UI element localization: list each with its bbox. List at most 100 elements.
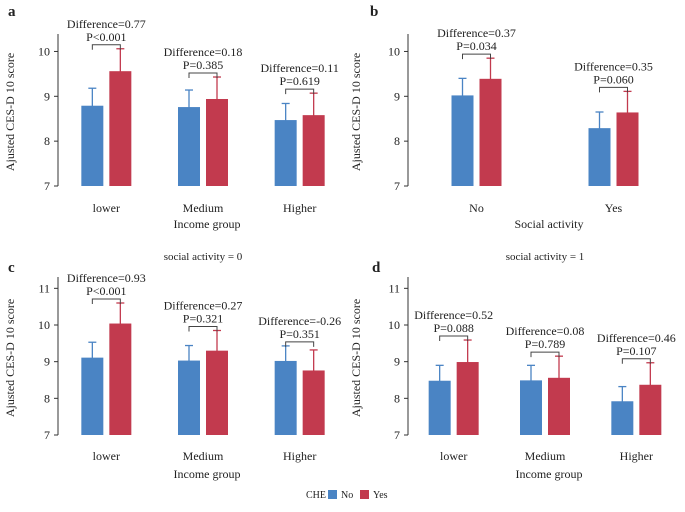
bar-d-1-no [520,380,542,435]
panel-letter-d: d [372,260,381,276]
bar-a-2-no [274,120,297,186]
difference-label-a-0: Difference=0.77 [67,17,146,31]
legend-swatch-yes [360,490,369,499]
significance-bracket-c-0 [91,298,121,304]
bar-d-2-no [611,401,634,435]
bar-b-0-no [451,95,474,186]
significance-bracket-c-2 [285,341,315,347]
x-tick-label-d-2: Higher [620,449,653,463]
p-value-label-d-1: P=0.789 [525,337,565,351]
legend-label-yes: Yes [373,490,388,501]
bar-d-0-yes [456,362,479,435]
panel-letter-c: c [8,260,15,276]
bar-c-2-yes [302,370,325,435]
p-value-label-c-2: P=0.351 [279,327,319,341]
x-tick-label-a-1: Medium [183,201,224,215]
y-tick-label-c-11: 11 [38,281,50,295]
y-tick-label-b-8: 8 [394,134,400,148]
y-tick-label-a-10: 10 [38,44,50,58]
significance-bracket-a-0 [91,44,121,50]
legend-swatch-no [328,490,337,499]
bar-b-1-no [588,128,611,186]
y-tick-label-b-9: 9 [394,89,400,103]
y-tick-label-c-8: 8 [44,391,50,405]
bar-c-2-no [274,360,297,435]
bar-a-0-yes [109,71,132,186]
p-value-label-b-0: P=0.034 [456,39,496,53]
x-axis-title-a: Income group [174,217,241,231]
panel-subtitle-d: social activity = 1 [506,251,585,263]
p-value-label-b-1: P=0.060 [593,72,633,86]
difference-label-b-0: Difference=0.37 [437,26,516,40]
panel-subtitle-c: social activity = 0 [164,251,243,263]
x-tick-label-d-1: Medium [525,449,566,463]
significance-bracket-c-1 [188,326,218,332]
legend-title: CHE [306,490,326,501]
difference-label-c-0: Difference=0.93 [67,271,146,285]
p-value-label-a-0: P<0.001 [86,30,126,44]
difference-label-c-2: Difference=-0.26 [258,314,341,328]
significance-bracket-b-1 [599,86,628,93]
x-tick-label-d-0: lower [440,449,467,463]
bar-c-1-no [178,360,200,435]
significance-bracket-a-2 [285,88,315,95]
bar-b-1-yes [616,112,639,186]
difference-label-d-1: Difference=0.08 [506,324,585,338]
y-tick-label-b-7: 7 [394,179,400,193]
x-axis-title-d: Income group [516,467,583,481]
significance-bracket-d-0 [439,335,469,342]
y-axis-title-c: Ajusted CES-D 10 score [3,299,17,417]
bar-c-1-yes [206,350,228,435]
bar-c-0-yes [109,323,132,435]
y-tick-label-b-10: 10 [388,44,400,58]
significance-bracket-d-2 [621,358,651,364]
y-tick-label-d-7: 7 [394,428,400,442]
bar-d-2-yes [639,384,662,435]
bar-a-2-yes [302,115,325,186]
p-value-label-d-0: P=0.088 [433,321,473,335]
y-tick-label-d-10: 10 [388,318,400,332]
legend-label-no: No [341,490,353,501]
p-value-label-a-2: P=0.619 [279,74,319,88]
y-tick-label-a-9: 9 [44,89,50,103]
bar-a-1-yes [206,98,228,186]
x-tick-label-c-0: lower [93,449,120,463]
bar-b-0-yes [479,78,502,186]
y-tick-label-a-8: 8 [44,134,50,148]
bar-a-1-no [178,107,200,186]
x-tick-label-c-1: Medium [183,449,224,463]
x-axis-title-c: Income group [174,467,241,481]
panel-letter-a: a [8,4,16,20]
difference-label-b-1: Difference=0.35 [574,59,653,73]
x-tick-label-b-0: No [469,201,484,215]
difference-label-c-1: Difference=0.27 [164,299,243,313]
p-value-label-a-1: P=0.385 [183,58,223,72]
difference-label-a-2: Difference=0.11 [260,61,338,75]
difference-label-d-2: Difference=0.46 [597,331,676,345]
x-axis-title-b: Social activity [515,217,584,231]
x-tick-label-b-1: Yes [605,201,623,215]
bar-a-0-no [81,105,104,186]
bar-d-0-no [428,380,451,435]
significance-bracket-d-1 [530,351,560,358]
x-tick-label-a-2: Higher [283,201,316,215]
y-tick-label-a-7: 7 [44,179,50,193]
y-axis-title-b: Ajusted CES-D 10 score [349,53,363,171]
y-axis-title-a: Ajusted CES-D 10 score [3,53,17,171]
significance-bracket-a-1 [188,72,218,79]
significance-bracket-b-0 [462,53,491,60]
difference-label-a-1: Difference=0.18 [164,45,243,59]
y-tick-label-c-7: 7 [44,428,50,442]
y-tick-label-d-9: 9 [394,355,400,369]
p-value-label-c-0: P<0.001 [86,284,126,298]
y-tick-label-c-9: 9 [44,355,50,369]
y-tick-label-d-8: 8 [394,391,400,405]
bar-c-0-no [81,357,104,435]
p-value-label-d-2: P=0.107 [616,344,656,358]
x-tick-label-a-0: lower [93,201,120,215]
panel-letter-b: b [370,4,378,20]
difference-label-d-0: Difference=0.52 [414,308,493,322]
p-value-label-c-1: P=0.321 [183,312,223,326]
x-tick-label-c-2: Higher [283,449,316,463]
